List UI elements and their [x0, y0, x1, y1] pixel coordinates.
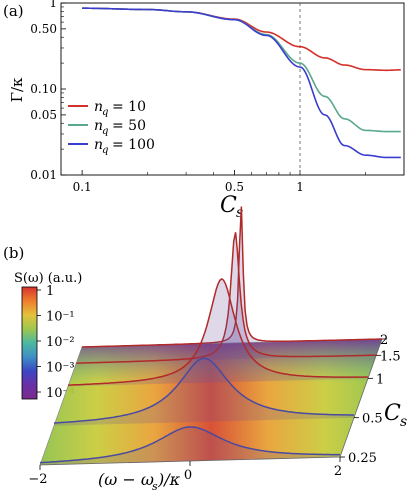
panel-b-x-ticks: −2 0 2 [28, 457, 342, 487]
svg-text:s: s [236, 205, 243, 221]
y-tick-label: 0.01 [30, 168, 57, 182]
panel-b-label: (b) [3, 244, 24, 262]
surface-floor-shade [40, 339, 382, 465]
spectrum-curve-cs-0.25 [39, 426, 340, 464]
svg-text:(ω − ω: (ω − ω [98, 470, 154, 489]
spectrum-curve-cs-2 [81, 206, 382, 348]
x-tick-label: 0.5 [225, 180, 244, 194]
panel-a: (a) 0.010.050.100.501 0.1 0.5 1 Γ/κ C s nq… [3, 0, 405, 221]
panel-b-y-tick-label: 0.25 [348, 451, 377, 466]
legend-var: n [94, 137, 103, 153]
panel-b-y-tick-label: 0.5 [362, 412, 383, 427]
spectrum-curve-cs-1 [67, 277, 369, 386]
colorbar-title: S(ω) (a.u.) [14, 271, 82, 286]
y-tick-label: 0.10 [30, 82, 57, 96]
legend-var: n [94, 118, 103, 134]
series-line-nq-0 [82, 7, 401, 72]
panel-a-label: (a) [3, 2, 24, 20]
legend-sub: q [102, 145, 108, 156]
legend-label: = 10 [112, 99, 146, 115]
legend-sub: q [102, 107, 108, 118]
panel-b-y-axis-label: C s [384, 401, 407, 430]
y-tick-label: 0.50 [30, 22, 57, 36]
legend-var: n [94, 99, 103, 115]
y-tick-label: 1 [49, 0, 57, 10]
panel-a-x-ticks: 0.1 0.5 1 [73, 170, 366, 194]
colorbar-tick-label: 1 [46, 284, 54, 299]
spectrum-fill [54, 358, 354, 426]
svg-text:C: C [220, 193, 237, 218]
series-line-nq-2 [82, 7, 401, 159]
spectrum-curve-cs-0.5 [53, 357, 354, 424]
colorbar-tick-label: 10⁻¹ [46, 310, 75, 325]
panel-b-x-tick-label: −2 [28, 472, 47, 487]
colorbar-tick-label: 10⁻² [46, 335, 75, 350]
panel-a-y-axis-label: Γ/κ [8, 77, 26, 102]
panel-b: (b) S(ω) (a.u.) 110⁻¹10⁻²10⁻³10⁻⁴ −2 0 2 2… [3, 206, 407, 493]
panel-b-x-tick-label: 0 [184, 468, 192, 483]
spectrum-fill [68, 278, 368, 387]
x-tick-label: 0.1 [73, 180, 92, 194]
svg-text:Γ/κ: Γ/κ [8, 77, 26, 102]
legend-label: = 50 [112, 118, 146, 134]
svg-text:s: s [400, 414, 407, 430]
y-tick-label: 0.05 [30, 108, 57, 122]
spectrum-curve-cs-1.5 [76, 232, 377, 364]
panel-b-spectra [39, 206, 382, 465]
spectrum-surface [39, 338, 383, 466]
colorbar [21, 286, 38, 400]
panel-b-y-ticks: 21.5 1 0.5 0.25 [340, 333, 401, 466]
panel-a-x-axis-label: C s [220, 193, 243, 221]
spectrum-fill [76, 232, 377, 364]
legend-label: = 100 [112, 137, 155, 153]
panel-a-y-ticks: 0.01 0.05 0.10 0.50 1 [30, 0, 66, 182]
panel-b-y-tick-label: 1.5 [380, 349, 401, 364]
panel-b-x-axis-label: (ω − ω s )/κ [98, 470, 181, 493]
panel-b-x-tick-label: 2 [334, 464, 342, 479]
svg-text:C: C [384, 401, 401, 426]
panel-a-curves [82, 7, 401, 159]
panel-b-y-tick-label: 1 [376, 372, 384, 387]
x-tick-label: 1 [296, 180, 304, 194]
colorbar-tick-label: 10⁻³ [46, 361, 75, 376]
panel-b-y-tick-label: 2 [380, 333, 388, 348]
svg-text:)/κ: )/κ [157, 470, 181, 489]
legend-sub: q [102, 126, 108, 137]
svg-text:s: s [152, 480, 158, 493]
